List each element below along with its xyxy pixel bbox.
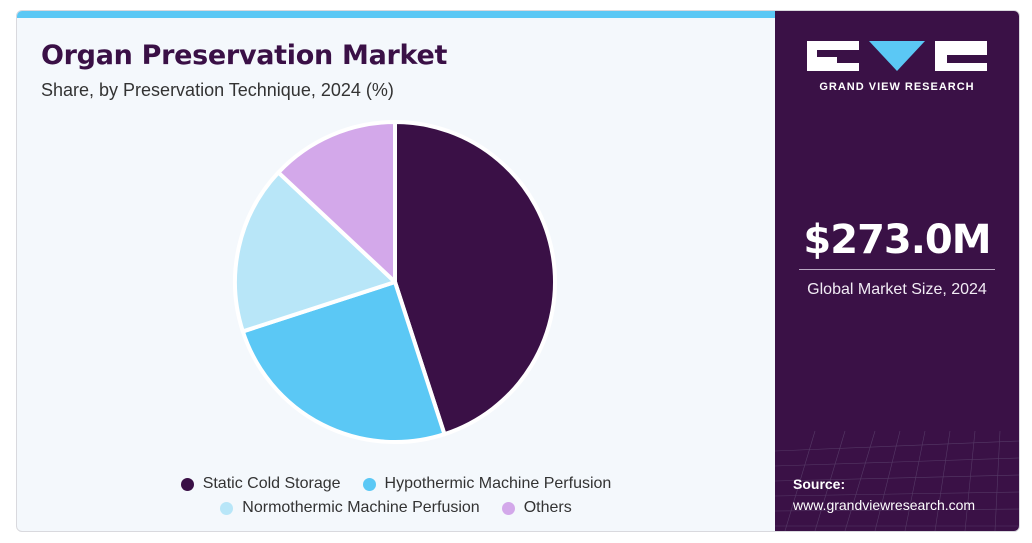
report-card: Organ Preservation Market Share, by Pres… — [16, 10, 1020, 532]
market-size-value: $273.0M — [803, 217, 991, 263]
market-size-label: Global Market Size, 2024 — [807, 281, 987, 298]
accent-bar — [17, 11, 775, 18]
legend-swatch — [220, 501, 234, 515]
legend-label: Hypothermic Machine Perfusion — [384, 475, 612, 492]
legend-item: Others — [501, 499, 572, 517]
chart-legend: Static Cold Storage Hypothermic Machine P… — [17, 475, 775, 523]
grand-view-research-logo — [807, 41, 987, 71]
pie-slice-normothermic-machine-perfusion — [233, 170, 397, 334]
pie-slice-static-cold-storage — [393, 120, 557, 437]
legend-row: Normothermic Machine Perfusion Others — [17, 499, 775, 517]
grid-background-graphic — [775, 430, 1019, 531]
pie-slice-others — [276, 120, 397, 284]
legend-swatch — [501, 501, 515, 515]
logo-wordmark: GRAND VIEW RESEARCH — [819, 81, 975, 93]
legend-label: Others — [523, 499, 572, 516]
legend-row: Static Cold Storage Hypothermic Machine P… — [17, 475, 775, 493]
divider — [799, 269, 995, 270]
legend-label: Normothermic Machine Perfusion — [242, 499, 480, 516]
chart-subtitle: Share, by Preservation Technique, 2024 (… — [41, 80, 394, 100]
legend-item: Normothermic Machine Perfusion — [220, 499, 480, 517]
legend-swatch — [180, 477, 194, 491]
pie-chart — [233, 120, 557, 444]
legend-swatch — [362, 477, 376, 491]
source-link[interactable]: www.grandviewresearch.com — [793, 497, 976, 513]
source-label: Source: — [793, 476, 846, 492]
legend-label: Static Cold Storage — [202, 475, 341, 492]
pie-slice-hypothermic-machine-perfusion — [240, 280, 447, 444]
legend-item: Hypothermic Machine Perfusion — [362, 475, 612, 493]
brand-panel: GRAND VIEW RESEARCH $273.0M Global Marke… — [775, 11, 1019, 531]
chart-panel: Organ Preservation Market Share, by Pres… — [17, 18, 775, 531]
legend-item: Static Cold Storage — [180, 475, 341, 493]
chart-title: Organ Preservation Market — [41, 40, 448, 71]
